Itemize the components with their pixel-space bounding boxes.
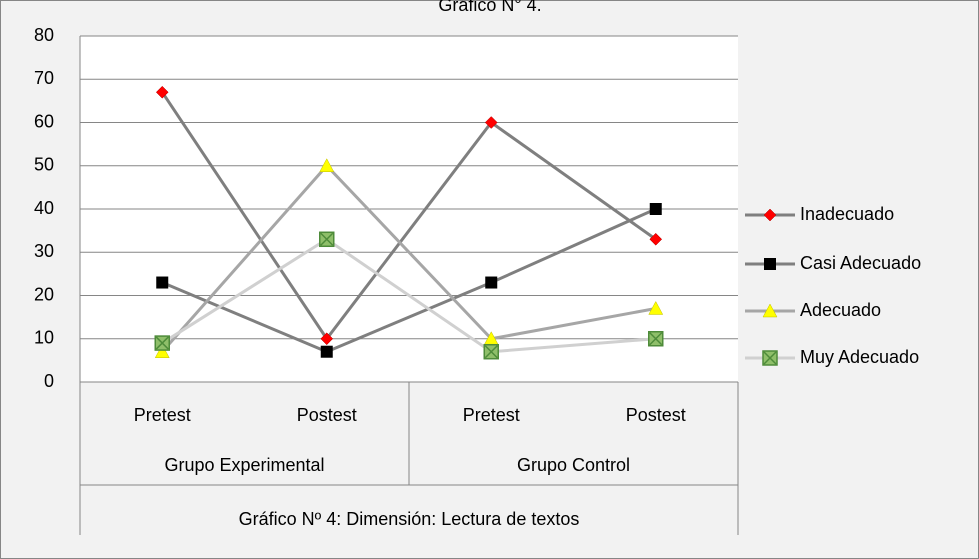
legend-label: Inadecuado — [800, 204, 894, 224]
legend-marker — [764, 258, 776, 270]
x-tick-label: Pretest — [463, 405, 520, 425]
x-tick-label: Postest — [297, 405, 357, 425]
data-point — [649, 203, 662, 215]
y-tick-label: 0 — [44, 371, 54, 391]
y-tick-label: 20 — [34, 284, 54, 304]
data-point — [155, 85, 169, 99]
legend-marker — [762, 303, 778, 318]
data-point — [154, 344, 170, 358]
marker-cross — [649, 332, 663, 346]
data-point — [485, 276, 498, 289]
data-point — [320, 345, 333, 358]
y-tick-label: 40 — [34, 198, 54, 218]
y-tick-label: 80 — [34, 25, 54, 45]
data-point — [154, 335, 170, 351]
group-label: Grupo Control — [517, 455, 630, 475]
group-label: Grupo Experimental — [164, 455, 324, 475]
legend-marker — [763, 208, 777, 222]
marker-cross — [155, 336, 169, 350]
x-tick-label: Postest — [626, 405, 686, 425]
legend-label: Adecuado — [800, 300, 881, 320]
x-axis-label: Gráfico Nº 4: Dimensión: Lectura de text… — [239, 509, 580, 529]
data-point — [484, 116, 498, 129]
y-tick-label: 50 — [34, 155, 54, 175]
marker-cross — [484, 345, 498, 359]
y-tick-label: 60 — [34, 111, 54, 131]
x-tick-label: Pretest — [134, 405, 191, 425]
series-line — [161, 207, 657, 354]
series-line — [161, 237, 656, 354]
series-line — [161, 163, 657, 353]
chart-title: Gráfico N° 4. — [438, 0, 541, 15]
y-tick-label: 10 — [34, 328, 54, 348]
data-point — [483, 343, 499, 360]
data-point — [649, 232, 663, 246]
legend-label: Muy Adecuado — [800, 347, 919, 367]
data-point — [319, 231, 335, 248]
data-point — [648, 331, 664, 347]
marker-cross — [763, 351, 777, 365]
y-tick-label: 30 — [34, 241, 54, 261]
data-point — [320, 332, 334, 346]
data-point — [156, 276, 169, 289]
marker-cross — [320, 232, 334, 246]
series-line — [161, 91, 657, 342]
legend-label: Casi Adecuado — [800, 253, 921, 273]
data-point — [319, 158, 335, 172]
legend-marker — [762, 350, 778, 366]
data-point — [648, 300, 664, 315]
y-tick-label: 70 — [34, 68, 54, 88]
